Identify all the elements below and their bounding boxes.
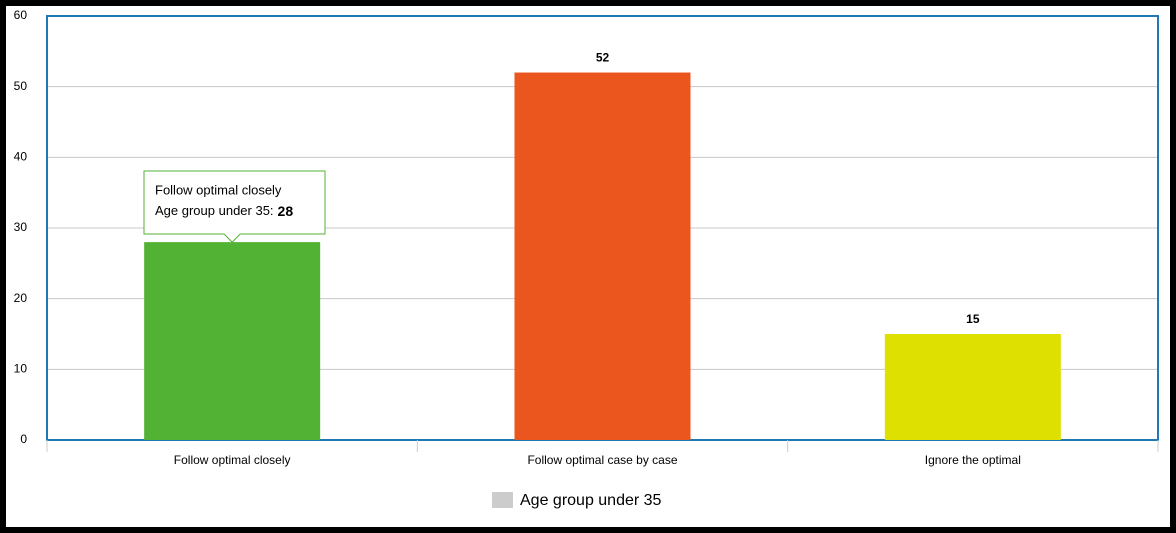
tooltip-line: Age group under 35: 28 [155,203,293,219]
bar [884,334,1061,440]
bar [144,242,321,440]
legend-swatch [492,492,513,508]
y-tick-label: 40 [14,150,28,164]
data-label: 15 [966,312,980,326]
y-tick-label: 50 [14,79,28,93]
x-tick-label: Ignore the optimal [925,453,1021,467]
tooltip-value: 28 [278,203,294,219]
data-label: 52 [596,51,610,65]
tooltip-box [143,170,326,243]
y-tick-label: 20 [14,291,28,305]
legend-label: Age group under 35 [520,492,662,509]
x-tick-label: Follow optimal case by case [527,453,677,467]
y-tick-label: 10 [14,362,28,376]
x-tick-label: Follow optimal closely [174,453,291,467]
y-tick-label: 0 [20,432,27,446]
tooltip-label: Age group under 35: [155,203,274,218]
y-tick-label: 60 [14,8,28,22]
tooltip-title: Follow optimal closely [155,182,282,197]
y-tick-label: 30 [14,220,28,234]
bar [514,72,691,441]
